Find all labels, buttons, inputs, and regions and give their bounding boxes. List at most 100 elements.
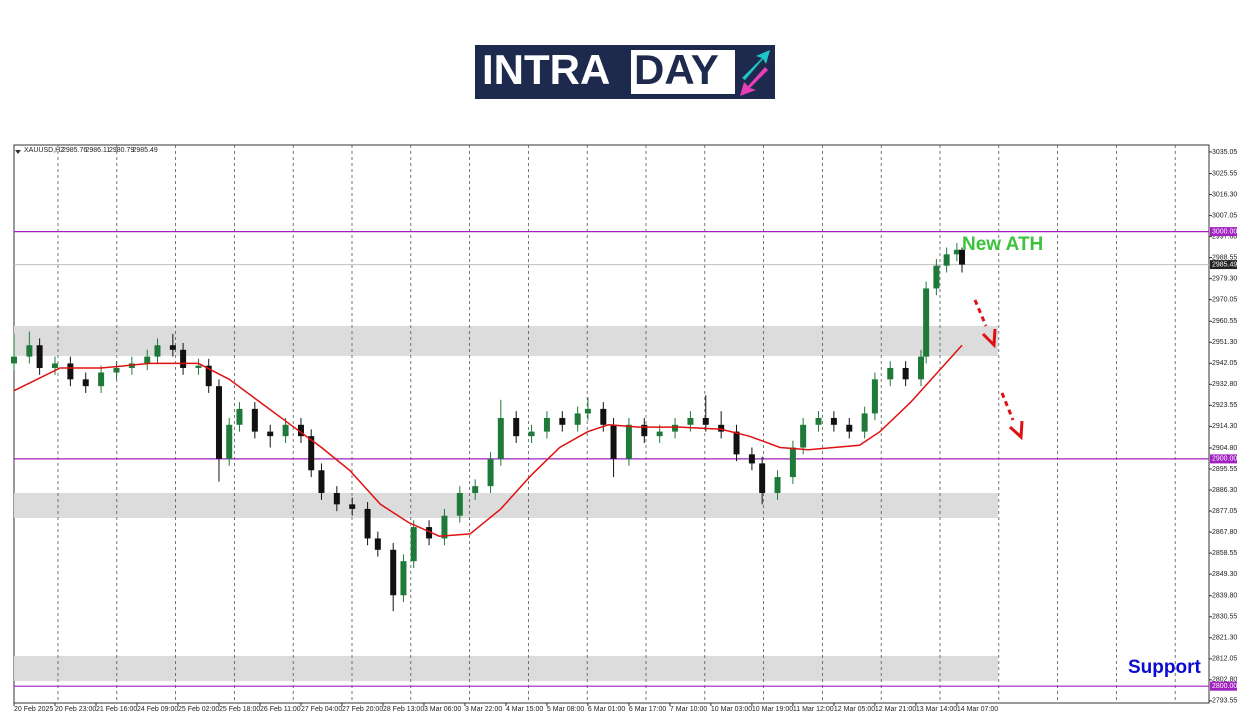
candle-body xyxy=(846,424,853,432)
candle-body xyxy=(251,408,258,432)
candle-body xyxy=(672,424,679,432)
candle-body xyxy=(236,408,243,425)
y-tick-label: 2877.05 xyxy=(1212,508,1237,515)
level-label: 2900.00 xyxy=(1212,456,1237,463)
candle-body xyxy=(400,561,407,596)
logo-arrow xyxy=(742,50,770,80)
candle-body xyxy=(959,249,966,265)
level-tag xyxy=(1210,227,1237,237)
y-tick-label: 2895.55 xyxy=(1212,466,1237,473)
y-tick-label: 2821.30 xyxy=(1212,635,1237,642)
candle-body xyxy=(11,356,17,364)
annotation: Support xyxy=(1128,657,1201,678)
candle-body xyxy=(226,424,233,459)
y-tick-label: 2886.30 xyxy=(1212,487,1237,494)
y-tick-label: 2802.80 xyxy=(1212,677,1237,684)
y-tick-label: 2960.55 xyxy=(1212,318,1237,325)
current-price-tag xyxy=(1210,260,1237,270)
candle-body xyxy=(600,408,607,425)
y-tick-label: 2904.80 xyxy=(1212,445,1237,452)
candle-body xyxy=(205,365,212,387)
plot-frame xyxy=(13,144,1210,704)
candle-body xyxy=(918,356,925,380)
candle-body xyxy=(656,431,663,437)
logo-text: DAY xyxy=(634,46,719,93)
candle-body xyxy=(871,379,878,414)
current-price-label: 2985.49 xyxy=(1212,261,1237,268)
arrow xyxy=(1000,392,1015,421)
candle-body xyxy=(36,345,43,368)
x-tick-label: 25 Feb 02:00 xyxy=(178,706,219,713)
candle-body xyxy=(113,367,120,373)
candle-body xyxy=(559,417,566,425)
x-tick-label: 5 Mar 08:00 xyxy=(547,706,584,713)
candle-body xyxy=(748,454,755,464)
annotation: New ATH xyxy=(962,234,1043,255)
y-tick-label: 2979.30 xyxy=(1212,275,1237,282)
candle-body xyxy=(82,379,89,387)
symbol: XAUUSD,H2 xyxy=(24,147,64,154)
x-tick-label: 26 Feb 11:00 xyxy=(260,706,301,713)
y-tick-label: 2988.55 xyxy=(1212,254,1237,261)
y-tick-label: 2942.05 xyxy=(1212,360,1237,367)
x-tick-label: 12 Mar 05:00 xyxy=(834,706,875,713)
candle-body xyxy=(267,431,274,437)
candle-body xyxy=(687,417,694,425)
candle-body xyxy=(318,470,325,493)
level-tag xyxy=(1210,681,1237,691)
x-tick-label: 12 Mar 21:00 xyxy=(875,706,916,713)
y-tick-label: 2914.30 xyxy=(1212,423,1237,430)
candle-body xyxy=(180,349,187,368)
candle-body xyxy=(456,492,463,516)
x-tick-label: 10 Mar 03:00 xyxy=(711,706,752,713)
x-tick-label: 4 Mar 15:00 xyxy=(506,706,543,713)
candle-body xyxy=(815,417,822,425)
x-tick-label: 27 Feb 20:00 xyxy=(342,706,383,713)
candle-body xyxy=(154,345,161,357)
zone xyxy=(14,325,998,356)
candle-body xyxy=(51,363,58,368)
candle-body xyxy=(953,249,960,255)
candle-body xyxy=(297,424,304,437)
x-tick-label: 20 Feb 23:00 xyxy=(55,706,96,713)
candle-body xyxy=(364,508,371,539)
candle-body xyxy=(584,408,591,414)
candle-body xyxy=(410,527,417,562)
y-tick-label: 2932.80 xyxy=(1212,381,1237,388)
candle-body xyxy=(426,527,433,539)
y-tick-label: 2858.55 xyxy=(1212,550,1237,557)
x-tick-label: 13 Mar 14:00 xyxy=(916,706,957,713)
y-tick-label: 2923.55 xyxy=(1212,402,1237,409)
candle-body xyxy=(610,424,617,459)
candle-body xyxy=(887,367,894,380)
candle-body xyxy=(497,417,504,459)
x-tick-label: 28 Feb 13:00 xyxy=(383,706,424,713)
y-tick-label: 2812.05 xyxy=(1212,656,1237,663)
x-tick-label: 7 Mar 10:00 xyxy=(670,706,707,713)
candle-body xyxy=(574,413,581,425)
ohlc-value: 2986.11 xyxy=(86,147,111,154)
y-tick-label: 2867.80 xyxy=(1212,529,1237,536)
x-tick-label: 10 Mar 19:00 xyxy=(752,706,793,713)
candle-body xyxy=(543,417,550,432)
candle-body xyxy=(861,413,868,432)
candle-body xyxy=(625,424,632,459)
y-tick-label: 3025.55 xyxy=(1212,170,1237,177)
candle-body xyxy=(487,458,494,487)
candle-body xyxy=(215,386,222,459)
candle-body xyxy=(98,372,105,387)
y-tick-label: 2830.55 xyxy=(1212,614,1237,621)
candle-body xyxy=(774,477,781,493)
level-tag xyxy=(1210,454,1237,464)
x-tick-label: 20 Feb 2025 xyxy=(14,706,53,713)
menu-triangle xyxy=(15,150,21,154)
y-tick-label: 3016.30 xyxy=(1212,191,1237,198)
candle-body xyxy=(67,363,74,380)
candle-body xyxy=(144,356,151,364)
level-label: 2800.00 xyxy=(1212,683,1237,690)
candle-body xyxy=(513,417,520,437)
x-tick-label: 14 Mar 07:00 xyxy=(957,706,998,713)
arrow xyxy=(973,299,988,327)
y-tick-label: 2997.80 xyxy=(1212,233,1237,240)
candle-body xyxy=(390,549,397,596)
